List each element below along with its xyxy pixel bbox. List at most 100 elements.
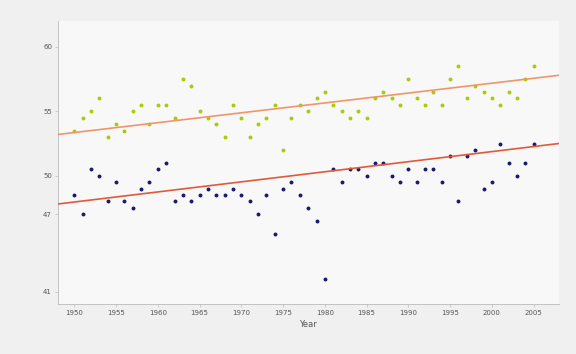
Point bbox=[245, 134, 254, 140]
Point bbox=[370, 160, 380, 166]
Point bbox=[362, 115, 371, 121]
Point bbox=[278, 147, 287, 153]
Point bbox=[170, 199, 179, 204]
Point bbox=[471, 147, 480, 153]
Point bbox=[137, 102, 146, 108]
Point bbox=[161, 102, 170, 108]
Point bbox=[304, 205, 313, 211]
Point bbox=[387, 173, 396, 178]
Point bbox=[420, 102, 430, 108]
Point bbox=[479, 186, 488, 192]
Point bbox=[287, 179, 296, 185]
Point bbox=[295, 102, 305, 108]
Point bbox=[145, 179, 154, 185]
Point bbox=[512, 173, 521, 178]
Point bbox=[120, 199, 129, 204]
Point bbox=[320, 276, 329, 281]
Point bbox=[137, 186, 146, 192]
Point bbox=[187, 199, 196, 204]
Point bbox=[195, 192, 204, 198]
Point bbox=[262, 115, 271, 121]
Point bbox=[329, 102, 338, 108]
Point bbox=[70, 128, 79, 133]
Point bbox=[412, 179, 422, 185]
Point bbox=[329, 166, 338, 172]
Point bbox=[304, 109, 313, 114]
Point bbox=[437, 179, 446, 185]
Point bbox=[454, 63, 463, 69]
Point bbox=[345, 166, 354, 172]
Point bbox=[370, 96, 380, 101]
Point bbox=[245, 199, 254, 204]
Point bbox=[86, 166, 96, 172]
Point bbox=[111, 121, 120, 127]
Point bbox=[495, 102, 505, 108]
Point bbox=[479, 89, 488, 95]
Point bbox=[253, 121, 263, 127]
Point bbox=[220, 134, 229, 140]
Point bbox=[228, 186, 237, 192]
Point bbox=[387, 96, 396, 101]
Point bbox=[378, 89, 388, 95]
Point bbox=[161, 160, 170, 166]
Point bbox=[337, 109, 346, 114]
Point bbox=[111, 179, 120, 185]
Point bbox=[429, 89, 438, 95]
Point bbox=[320, 89, 329, 95]
Point bbox=[404, 166, 413, 172]
Point bbox=[262, 192, 271, 198]
Point bbox=[94, 96, 104, 101]
Point bbox=[446, 154, 455, 159]
Point bbox=[529, 141, 539, 146]
Point bbox=[462, 154, 471, 159]
Point bbox=[220, 192, 229, 198]
Point bbox=[487, 179, 497, 185]
Point bbox=[278, 186, 287, 192]
Point bbox=[237, 192, 246, 198]
Point bbox=[529, 63, 539, 69]
Point bbox=[78, 115, 87, 121]
Point bbox=[94, 173, 104, 178]
Point bbox=[203, 186, 213, 192]
Point bbox=[253, 211, 263, 217]
Point bbox=[395, 102, 404, 108]
Point bbox=[412, 96, 422, 101]
Point bbox=[78, 211, 87, 217]
Point bbox=[120, 128, 129, 133]
Point bbox=[446, 76, 455, 82]
Point bbox=[170, 115, 179, 121]
Point bbox=[270, 231, 279, 236]
Point bbox=[312, 218, 321, 224]
Point bbox=[187, 83, 196, 88]
Point bbox=[270, 102, 279, 108]
Point bbox=[287, 115, 296, 121]
Point bbox=[429, 166, 438, 172]
Point bbox=[354, 109, 363, 114]
Point bbox=[70, 192, 79, 198]
Point bbox=[195, 109, 204, 114]
Point bbox=[103, 134, 112, 140]
Point bbox=[103, 199, 112, 204]
Point bbox=[179, 76, 188, 82]
Point bbox=[512, 96, 521, 101]
Point bbox=[203, 115, 213, 121]
Point bbox=[395, 179, 404, 185]
Point bbox=[504, 89, 513, 95]
Point bbox=[337, 179, 346, 185]
Point bbox=[354, 166, 363, 172]
Point bbox=[378, 160, 388, 166]
Point bbox=[504, 160, 513, 166]
Point bbox=[521, 76, 530, 82]
Point bbox=[362, 173, 371, 178]
Point bbox=[437, 102, 446, 108]
X-axis label: Year: Year bbox=[300, 320, 317, 329]
Point bbox=[153, 166, 162, 172]
Point bbox=[295, 192, 305, 198]
Point bbox=[128, 109, 138, 114]
Point bbox=[128, 205, 138, 211]
Point bbox=[462, 96, 471, 101]
Point bbox=[487, 96, 497, 101]
Point bbox=[179, 192, 188, 198]
Point bbox=[145, 121, 154, 127]
Point bbox=[404, 76, 413, 82]
